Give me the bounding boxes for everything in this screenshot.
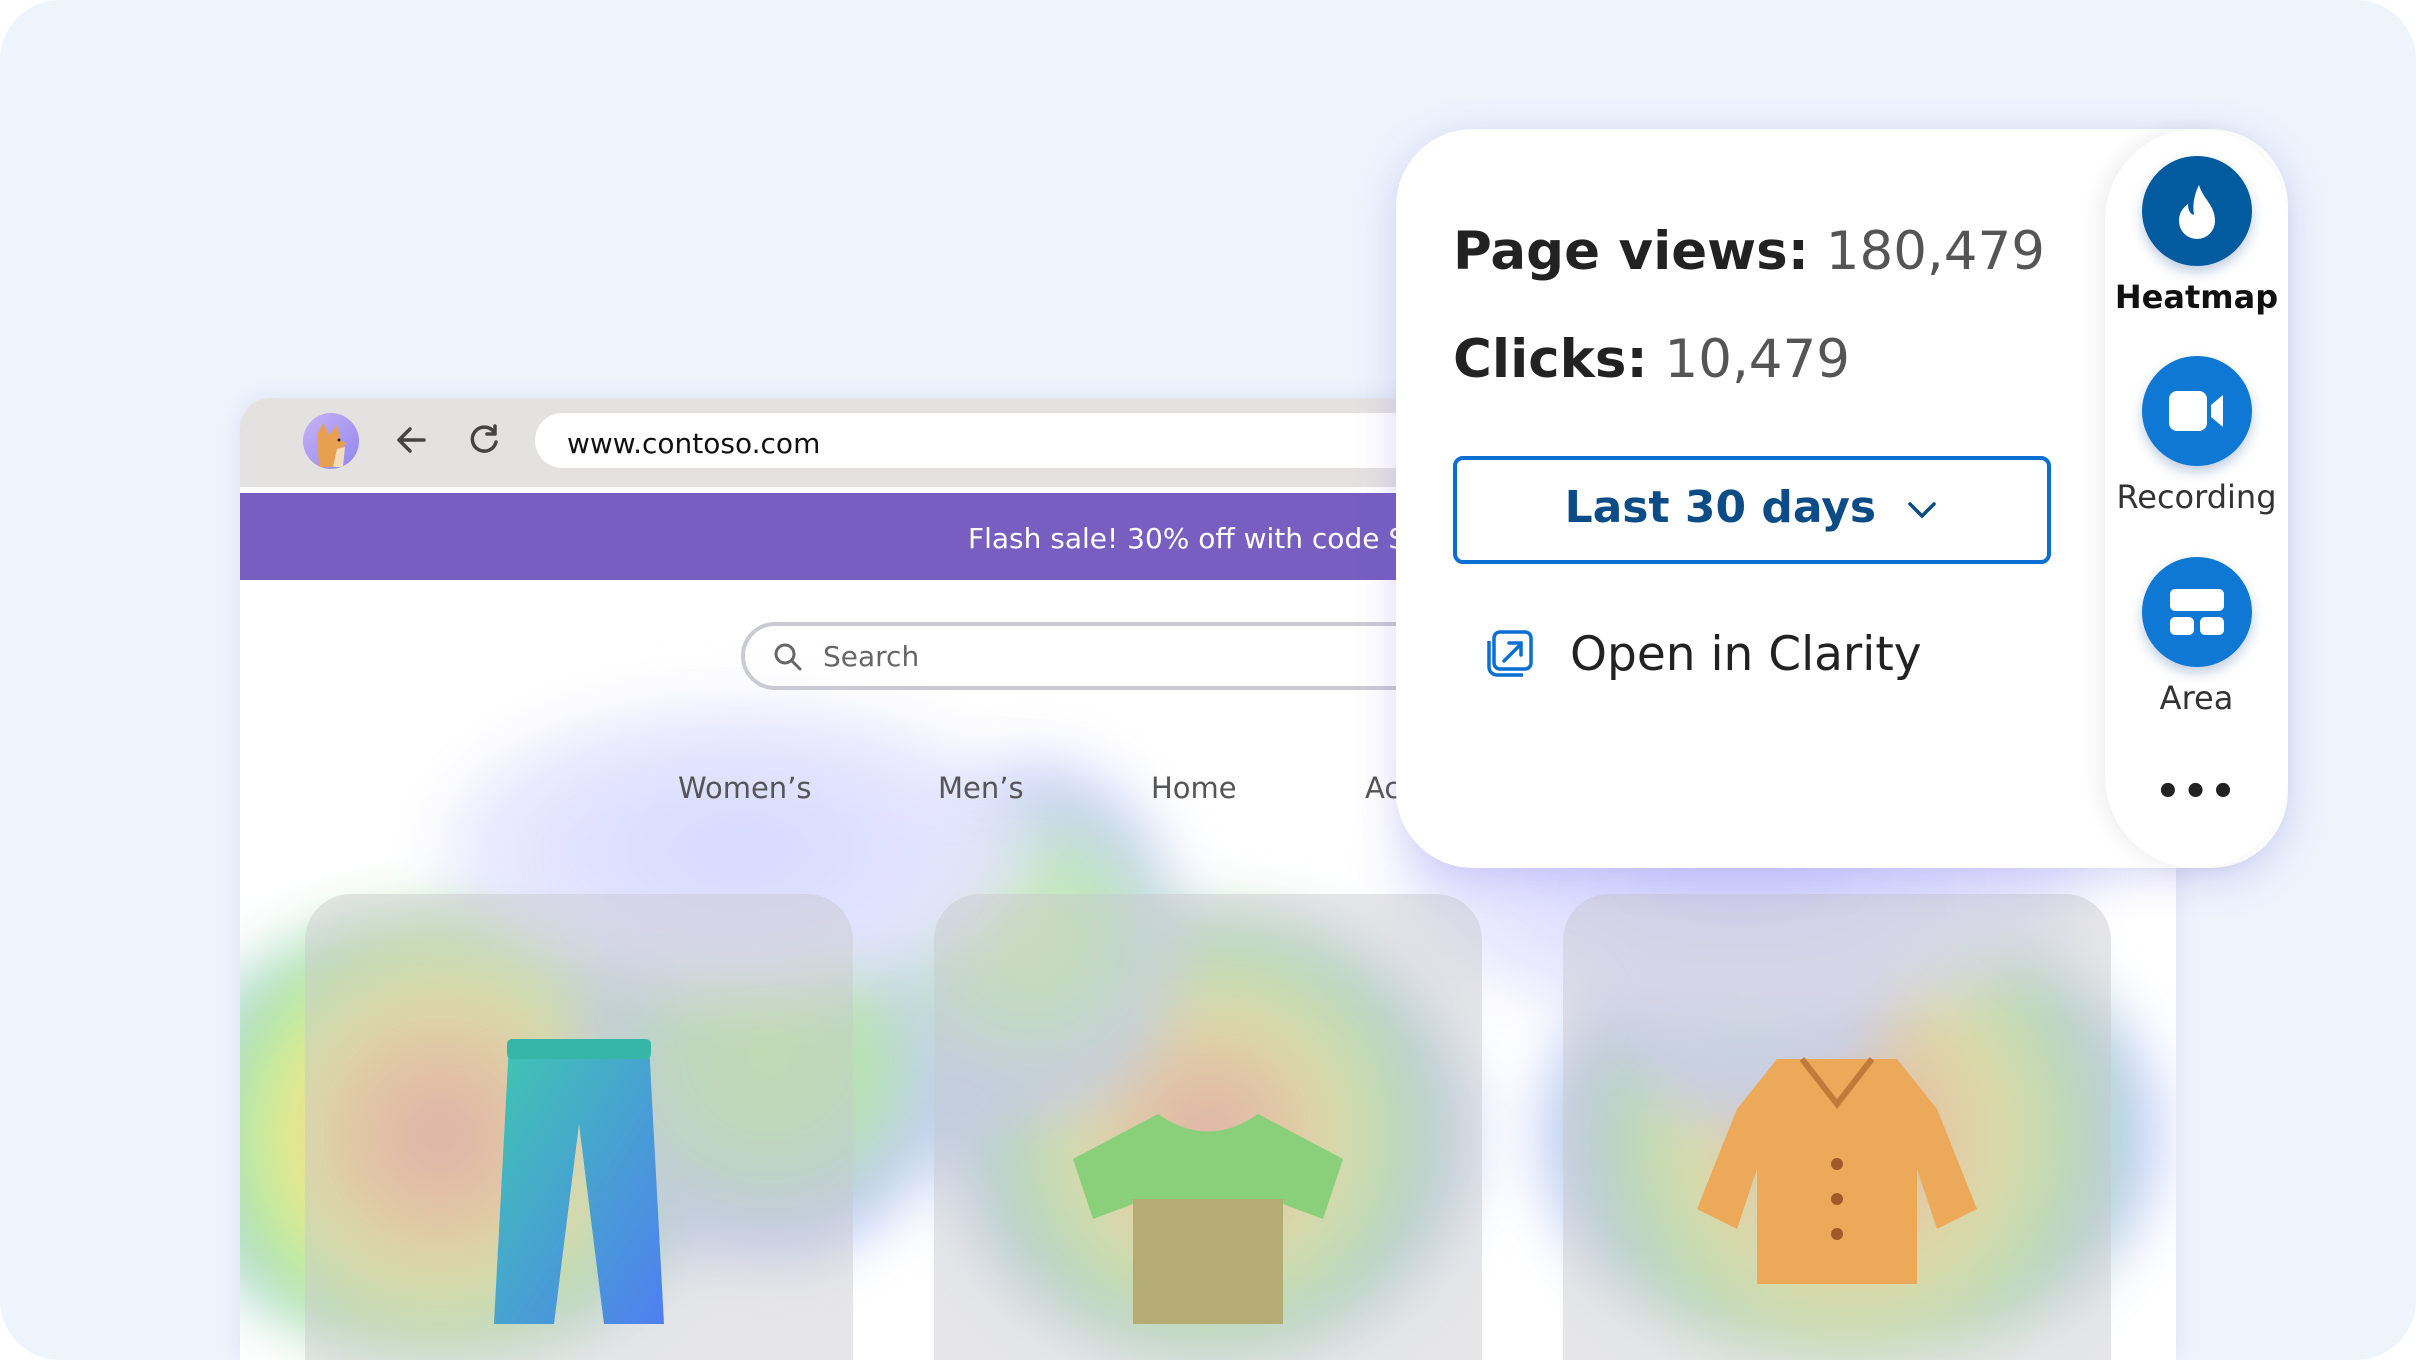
search-placeholder: Search: [823, 640, 920, 673]
flame-icon: [2178, 185, 2215, 239]
area-label: Area: [2159, 679, 2234, 717]
mode-rail: Heatmap Recording Area •••: [2105, 129, 2288, 868]
arrow-left-icon[interactable]: [390, 418, 434, 462]
recording-label: Recording: [2116, 478, 2277, 516]
clicks-stat: Clicks: 10,479: [1453, 329, 1850, 390]
jeans-image: [494, 1039, 664, 1324]
area-button[interactable]: Area: [2105, 557, 2288, 717]
open-in-clarity-link[interactable]: Open in Clarity: [1484, 619, 1922, 689]
page-views-value: 180,479: [1825, 221, 2045, 282]
area-layout-icon: [2169, 589, 2224, 635]
more-options-button[interactable]: •••: [2155, 769, 2238, 815]
heatmap-button[interactable]: Heatmap: [2105, 156, 2288, 316]
date-range-dropdown[interactable]: Last 30 days: [1453, 456, 2051, 564]
search-icon: [774, 643, 802, 671]
page-views-stat: Page views: 180,479: [1453, 221, 2045, 282]
chevron-down-icon: [1908, 502, 1937, 519]
nav-accessories[interactable]: Ac: [1365, 771, 1401, 805]
jacket-image: [1697, 1057, 1977, 1284]
page-views-label: Page views:: [1453, 221, 1809, 282]
recording-button[interactable]: Recording: [2105, 356, 2288, 516]
heatmap-label: Heatmap: [2114, 278, 2279, 316]
product-card-jacket[interactable]: [1563, 894, 2111, 1360]
tshirt-image: [1073, 1114, 1343, 1324]
date-range-value: Last 30 days: [1564, 482, 1877, 533]
clarity-panel: Page views: 180,479 Clicks: 10,479 Last …: [1396, 129, 2288, 868]
open-in-clarity-label: Open in Clarity: [1570, 626, 1922, 682]
clicks-value: 10,479: [1664, 329, 1850, 390]
fox-avatar[interactable]: [303, 413, 359, 469]
nav-womens[interactable]: Women’s: [678, 771, 812, 805]
product-card-jeans[interactable]: [305, 894, 853, 1360]
refresh-icon[interactable]: [462, 418, 506, 462]
nav-home[interactable]: Home: [1151, 771, 1237, 805]
product-card-tshirt[interactable]: [934, 894, 1482, 1360]
nav-mens[interactable]: Men’s: [938, 771, 1024, 805]
video-camera-icon: [2168, 391, 2223, 431]
banner-text: Flash sale! 30% off with code S/: [968, 522, 1416, 555]
open-external-icon: [1487, 630, 1533, 677]
clicks-label: Clicks:: [1453, 329, 1648, 390]
